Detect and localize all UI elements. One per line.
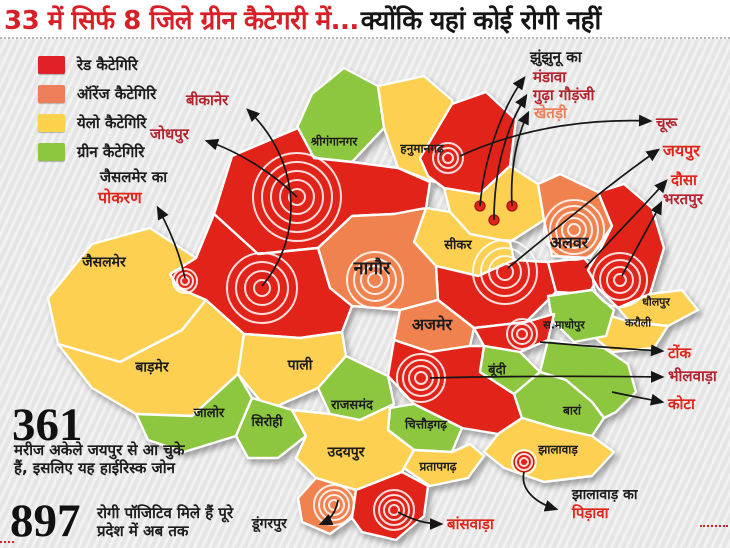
label-barmer: बाड़मेर (135, 359, 169, 376)
label-jaisalmer: जैसलमेर (82, 254, 126, 271)
label-hanumangarh: हनुमानगढ़ (400, 141, 444, 156)
arrow-khetri (510, 110, 530, 207)
label-sirohi: सिरोही (251, 415, 283, 430)
arrow-dausa (584, 179, 668, 269)
map-districts (46, 66, 700, 542)
callout-pokaran-prefix: जैसलमेर का (100, 168, 168, 186)
headline-bar: 33 में सिर्फ 8 जिले ग्रीन कैटेगरी में...… (0, 0, 730, 39)
arrow-banswara (397, 511, 444, 530)
callout-khetri: खेतड़ी (534, 104, 567, 122)
orange-swatch (38, 85, 65, 103)
label-dholpur: धौलपुर (642, 295, 670, 309)
ripple-jodhpur (226, 252, 298, 324)
label-chittorgarh: चित्तौड़गढ़ (404, 417, 448, 432)
callout-kota: कोटा (668, 395, 695, 413)
legend-item-orange: ऑरेंज कैटेगिरि (38, 84, 156, 104)
arrow-mandawa (479, 75, 526, 207)
district-pratapgarh-shape (402, 442, 486, 488)
ripple-jaipur (472, 239, 538, 305)
legend-label: येलो कैटेगिरि (77, 114, 147, 132)
label-sriganganagar: श्रीगंगानगर (310, 134, 358, 149)
label-ajmer: अजमेर (411, 315, 453, 334)
ripple-bikaner (252, 152, 342, 242)
callout-jodhpur: जोधपुर (150, 125, 189, 143)
legend-item-yellow: येलो कैटेगिरि (38, 113, 156, 133)
legend-label: ऑरेंज कैटेगिरि (77, 85, 157, 103)
callout-jaipur: जयपुर (663, 141, 700, 160)
label-karauli: करौली (624, 316, 652, 330)
callout-dungarpur: डूंगरपुर (252, 516, 287, 532)
callout-bharatpur: भरतपुर (663, 190, 703, 208)
ripple-pokaran (172, 268, 198, 294)
red-swatch (38, 56, 65, 74)
label-bundi: बूंदी (488, 363, 506, 378)
green-swatch (38, 143, 65, 161)
arrow-bikaner (246, 108, 292, 287)
callout-mandawa: मंडावा (533, 68, 567, 86)
label-pratapgarh: प्रतापगढ़ (419, 459, 457, 474)
arrow-tonk (539, 341, 665, 357)
arrow-gudha-gaudji (493, 93, 528, 221)
label-smadhopur: स.माधोपुर (543, 318, 585, 332)
district-smadhopur-shape (546, 288, 616, 344)
callout-churu: चूरू (656, 114, 678, 132)
ripple-banswara (373, 489, 415, 531)
label-nagaur: नागौर (353, 258, 391, 279)
ripple-nagaur (346, 251, 404, 309)
ripple-churu (432, 142, 464, 174)
legend-item-red: रेड कैटेगिरि (38, 55, 156, 75)
ripple-alwar (543, 199, 605, 261)
arrow-dungarpur (318, 499, 339, 526)
callout-bhilwara: भीलवाड़ा (668, 367, 717, 385)
arrow-churu (459, 114, 653, 157)
stat-jaipur-count: 361 (12, 399, 83, 451)
callout-dausa: दौसा (671, 171, 697, 189)
label-udaipur: उदयपुर (327, 444, 365, 461)
callout-jhunjhunu-prefix: झुंझुनू का (530, 48, 582, 66)
red-dotted-edge-right (700, 525, 728, 527)
legend-item-green: ग्रीन कैटेगिरि (38, 142, 156, 162)
callout-bikaner: बीकानेर (186, 91, 229, 109)
legend-label: रेड कैटेगिरि (77, 56, 138, 74)
callout-arrows (156, 75, 668, 530)
legend: रेड कैटेगिरि ऑरेंज कैटेगिरि येलो कैटेगिर… (38, 55, 156, 171)
arrow-kota (611, 391, 665, 406)
callout-banswara: बांसवाड़ा (447, 515, 494, 533)
ripple-tonk (506, 318, 538, 350)
label-rajsamand: राजसमंद (331, 398, 373, 413)
callout-tonk: टोंक (668, 344, 691, 362)
arrow-pokaran (156, 205, 186, 279)
legend-label: ग्रीन कैटेगिरि (77, 143, 145, 161)
arrow-bharatpur (621, 200, 663, 277)
stat-positive-count: 897 (10, 495, 81, 547)
arrow-bhilwara (429, 370, 665, 383)
arrow-jaipur (507, 148, 661, 269)
ripple-bharatpur (592, 252, 648, 308)
label-pali: पाली (287, 357, 313, 374)
stat-positive-text: रोगी पॉजिटिव मिले हैं पूरे प्रदेश में अब… (97, 504, 234, 541)
stat-jaipur-text: मरीज अकेले जयपुर से आ चुके हैं, इसलिए यह… (14, 441, 185, 478)
label-baran: बारां (563, 403, 581, 418)
headline-rest: क्योंकि यहां कोई रोगी नहीं (360, 5, 601, 36)
ripple-dungarpur (313, 484, 355, 526)
label-sikar: सीकर (444, 238, 472, 253)
label-jalore: जालोर (193, 406, 225, 421)
headline-highlight: 33 में सिर्फ 8 जिले ग्रीन कैटेगरी में... (4, 5, 359, 36)
callout-pidawa: पिड़ावा (572, 504, 609, 522)
callout-pokaran: पोकरण (98, 188, 142, 207)
callout-gudha-gaudji: गुढ़ा गौड़ंजी (533, 86, 595, 104)
callout-jhalawar-prefix: झालावाड़ का (572, 487, 638, 503)
hotspot-jhalawar (511, 449, 537, 475)
label-jhalawar: झालावाड़ (538, 442, 578, 457)
label-alwar: अलवर (549, 233, 589, 252)
yellow-swatch (38, 114, 65, 132)
arrow-pidawa (522, 471, 559, 512)
red-dotted-edge-left (0, 541, 14, 543)
